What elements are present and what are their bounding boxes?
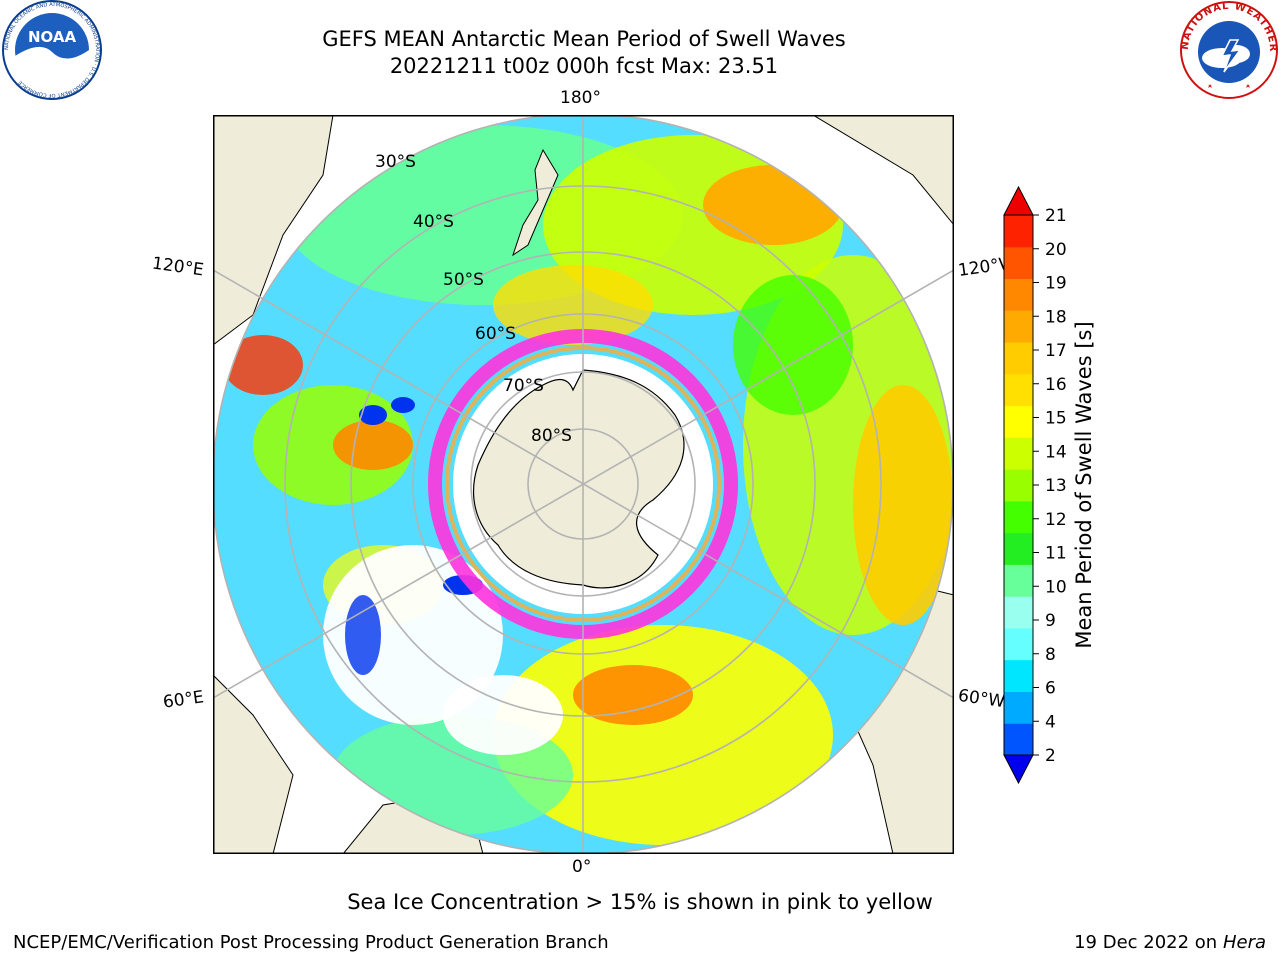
colorbar-label: Mean Period of Swell Waves [s] — [1072, 321, 1096, 649]
colorbar-segment — [1004, 723, 1033, 756]
colorbar-under-extension — [1003, 754, 1034, 785]
colorbar-tick-label: 14 — [1045, 442, 1067, 462]
colorbar: 2 4 6 8 9 10 11 12 13 14 15 16 17 18 19 20 21 — [1003, 185, 1067, 785]
colorbar-segment — [1004, 405, 1033, 438]
colorbar-segment — [1004, 310, 1033, 343]
colorbar-segment — [1004, 596, 1033, 629]
lon-label-120e: 120°E — [150, 253, 205, 281]
colorbar-tick-label: 13 — [1045, 476, 1067, 496]
colorbar-tick-label: 12 — [1045, 510, 1067, 530]
colorbar-segment — [1004, 373, 1033, 407]
svg-text:NOAA: NOAA — [28, 28, 77, 46]
colorbar-segment — [1004, 437, 1033, 470]
colorbar-tick-label: 2 — [1045, 746, 1056, 766]
lon-label-0: 0° — [572, 857, 592, 877]
colorbar-tick-label: 19 — [1045, 274, 1067, 294]
colorbar-tick-label: 15 — [1045, 409, 1067, 429]
colorbar-tick-label: 6 — [1045, 679, 1056, 699]
polar-map: 30°S 40°S 50°S 60°S 70°S 80°S — [213, 115, 954, 854]
lat-label-70s: 70°S — [503, 376, 544, 396]
colorbar-tick-label: 18 — [1045, 307, 1067, 327]
colorbar-tick-label: 21 — [1045, 206, 1067, 226]
lat-label-40s: 40°S — [413, 212, 454, 232]
lat-label-30s: 30°S — [375, 152, 416, 172]
colorbar-segment — [1004, 278, 1033, 311]
colorbar-over-extension — [1003, 185, 1034, 216]
colorbar-tick-label: 10 — [1045, 577, 1067, 597]
colorbar-segment — [1004, 500, 1033, 534]
colorbar-segment — [1004, 342, 1033, 375]
lat-label-50s: 50°S — [443, 270, 484, 290]
footer-credit: NCEP/EMC/Verification Post Processing Pr… — [13, 932, 609, 953]
colorbar-tick-label: 8 — [1045, 645, 1056, 665]
colorbar-segment — [1004, 627, 1033, 661]
colorbar-segment — [1004, 659, 1033, 692]
new-zealand — [512, 148, 559, 257]
colorbar-segment — [1004, 246, 1033, 280]
lat-label-80s: 80°S — [531, 426, 572, 446]
footer-date-text: 19 Dec 2022 on — [1074, 932, 1218, 953]
footer-date: 19 Dec 2022 on Hera — [1074, 932, 1266, 953]
colorbar-tick-label: 9 — [1045, 611, 1056, 631]
colorbar-tick-label: 11 — [1045, 544, 1067, 564]
colorbar-segment — [1004, 215, 1033, 248]
nws-logo: NATIONAL WEATHER SERVICE — [1178, 0, 1278, 99]
colorbar-segment — [1004, 691, 1033, 724]
colorbar-tick-label: 4 — [1045, 712, 1056, 732]
colorbar-segment — [1004, 469, 1033, 502]
colorbar-tick-label: 20 — [1045, 240, 1067, 260]
footer-host: Hera — [1222, 932, 1266, 953]
sea-ice-note: Sea Ice Concentration > 15% is shown in … — [347, 890, 933, 914]
chart-title: GEFS MEAN Antarctic Mean Period of Swell… — [322, 27, 846, 51]
colorbar-tick-label: 17 — [1045, 341, 1067, 361]
lon-label-60e: 60°E — [161, 687, 206, 713]
colorbar-segment — [1004, 564, 1033, 597]
chart-subtitle: 20221211 t00z 000h fcst Max: 23.51 — [389, 54, 779, 78]
colorbar-segment — [1004, 532, 1033, 565]
colorbar-tick-label: 16 — [1045, 375, 1067, 395]
noaa-logo: NATIONAL OCEANIC AND ATMOSPHERIC ADMINIS… — [2, 0, 102, 100]
lat-label-60s: 60°S — [475, 324, 516, 344]
lon-label-180: 180° — [560, 88, 601, 108]
